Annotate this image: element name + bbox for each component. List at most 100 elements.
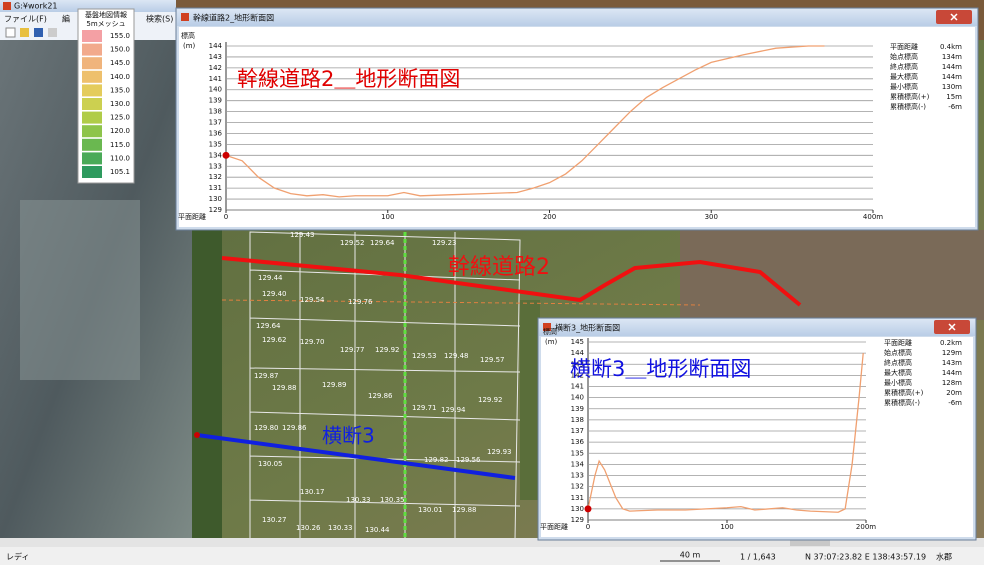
road-label: 幹線道路2 xyxy=(448,255,550,280)
window-title: 幹線道路2_地形断面図 xyxy=(193,13,274,23)
new-button[interactable] xyxy=(5,27,16,38)
legend-swatch xyxy=(82,57,102,70)
scale: 1 / 1,643 xyxy=(740,553,776,562)
y-tick-label: 132 xyxy=(209,173,222,181)
parcel-label[interactable]: 130.05 xyxy=(258,460,283,468)
parcel-labels: 129.52 129.64 129.23 129.43 129.44 129.40 129.… xyxy=(254,231,512,534)
parcel-label[interactable]: 130.26 xyxy=(296,524,321,532)
parcel-label[interactable]: 129.57 xyxy=(480,356,505,364)
save-button[interactable] xyxy=(34,28,43,37)
scroll-thumb[interactable] xyxy=(790,539,830,546)
parcel-label[interactable]: 129.93 xyxy=(487,448,512,456)
tool-button[interactable] xyxy=(48,28,57,37)
cross-label: 横断3 xyxy=(322,424,375,448)
x-tick-label: 100 xyxy=(720,523,733,531)
parcel-label[interactable]: 129.76 xyxy=(348,298,373,306)
stat-label: 最大標高 xyxy=(884,368,912,377)
legend-swatch xyxy=(82,125,102,138)
parcel-label[interactable]: 130.35 xyxy=(380,496,405,504)
parcel-label[interactable]: 129.62 xyxy=(262,336,287,344)
legend-swatch xyxy=(82,98,102,110)
parcel-label[interactable]: 129.64 xyxy=(370,239,395,247)
parcel-label[interactable]: 130.33 xyxy=(346,496,371,504)
scrollbar[interactable] xyxy=(0,538,984,547)
profile-line xyxy=(225,45,825,198)
parcel-label[interactable]: 129.54 xyxy=(300,296,325,304)
legend-swatch xyxy=(82,166,102,178)
parcel-label[interactable]: 129.52 xyxy=(340,239,365,247)
y-tick-label: 141 xyxy=(209,75,222,83)
legend-label: 140.0 xyxy=(110,73,130,81)
parcel-label[interactable]: 129.70 xyxy=(300,338,325,346)
x-tick-label: 300 xyxy=(705,213,718,221)
y-tick-label: 131 xyxy=(571,494,584,502)
parcel-label[interactable]: 130.01 xyxy=(418,506,443,514)
parcel-label[interactable]: 129.88 xyxy=(272,384,297,392)
parcel-label[interactable]: 129.53 xyxy=(412,352,437,360)
window-body xyxy=(179,27,975,227)
cross-profile-line[interactable] xyxy=(196,433,516,480)
legend-swatch xyxy=(82,84,102,97)
parcel-label[interactable]: 130.17 xyxy=(300,488,325,496)
legend-swatch xyxy=(82,70,102,83)
parcel-label[interactable]: 129.94 xyxy=(441,406,466,414)
y-tick-label: 137 xyxy=(209,119,222,127)
parcel-label[interactable]: 129.48 xyxy=(444,352,469,360)
x-tick-label: 0 xyxy=(224,213,228,221)
parcel-label[interactable]: 129.43 xyxy=(290,231,315,239)
y-tick-label: 138 xyxy=(209,108,222,116)
legend-label: 125.0 xyxy=(110,114,130,122)
menu-item[interactable]: ファイル(F) xyxy=(4,15,47,24)
legend-label: 120.0 xyxy=(110,127,130,135)
y-tick-label: 134 xyxy=(571,460,585,468)
parcel-label[interactable]: 129.64 xyxy=(256,322,281,330)
y-tick-label: 140 xyxy=(209,86,222,94)
parcel-label[interactable]: 130.33 xyxy=(328,524,353,532)
menu-item[interactable]: 編 xyxy=(62,14,70,24)
parcel-label[interactable]: 130.27 xyxy=(262,516,287,524)
stat-value: 130m xyxy=(942,83,962,91)
x-axis-label: 平面距離 xyxy=(540,522,568,531)
y-tick-label: 136 xyxy=(571,438,585,446)
parcel-label[interactable]: 129.92 xyxy=(375,346,400,354)
parcel-label[interactable]: 129.82 xyxy=(424,456,449,464)
parcel-label[interactable]: 129.56 xyxy=(456,456,481,464)
legend-label: 150.0 xyxy=(110,46,130,54)
y-tick-label: 133 xyxy=(209,162,222,170)
y-tick-label: 134 xyxy=(209,151,223,159)
parcel-label[interactable]: 130.44 xyxy=(365,526,390,534)
parcel-label[interactable]: 129.80 xyxy=(254,424,279,432)
scale-bar-label: 40 m xyxy=(680,551,701,560)
parcel-label[interactable]: 129.87 xyxy=(254,372,279,380)
road-profile-line[interactable] xyxy=(221,256,802,307)
stat-label: 累積標高(-) xyxy=(884,398,920,407)
y-axis-label: 標高 xyxy=(543,327,557,336)
menu-item[interactable]: 検索(S) xyxy=(146,14,173,24)
x-tick-label: 400m xyxy=(863,213,883,221)
stat-value: 144m xyxy=(942,63,962,71)
stat-label: 始点標高 xyxy=(890,52,918,61)
legend-label: 145.0 xyxy=(110,59,130,67)
parcel-label[interactable]: 129.89 xyxy=(322,381,347,389)
stat-label: 始点標高 xyxy=(884,348,912,357)
parcel-label[interactable]: 129.86 xyxy=(282,424,307,432)
open-button[interactable] xyxy=(20,28,29,37)
status-ready: レディ xyxy=(6,552,29,562)
parcel-label[interactable]: 129.40 xyxy=(262,290,287,298)
legend-label: 135.0 xyxy=(110,86,130,94)
parcel-label[interactable]: 129.77 xyxy=(340,346,365,354)
parcel-label[interactable]: 129.44 xyxy=(258,274,283,282)
y-tick-label: 129 xyxy=(209,206,222,214)
parcel-label[interactable]: 129.23 xyxy=(432,239,457,247)
x-tick-label: 100 xyxy=(381,213,394,221)
window-icon xyxy=(181,13,189,21)
parcel-label[interactable]: 129.92 xyxy=(478,396,503,404)
window-body xyxy=(541,337,973,537)
stat-label: 累積標高(+) xyxy=(884,388,924,397)
parcel-label[interactable]: 129.71 xyxy=(412,404,437,412)
stat-label: 平面距離 xyxy=(884,338,912,347)
parcel-label[interactable]: 129.88 xyxy=(452,506,477,514)
parcel-label[interactable]: 129.86 xyxy=(368,392,393,400)
stat-value: 15m xyxy=(946,93,962,101)
